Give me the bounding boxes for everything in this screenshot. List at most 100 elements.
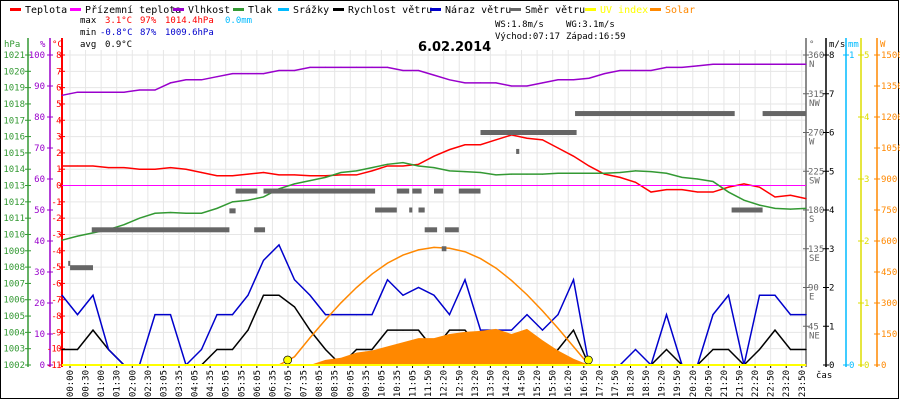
- wind-direction-segment: [396, 188, 410, 194]
- series-2: [61, 63, 807, 97]
- data-point: [231, 73, 234, 75]
- x-tick-label: 03:35: [175, 370, 185, 397]
- x-tick-label: 09:35: [362, 370, 372, 397]
- legend-label: Náraz větru: [445, 4, 511, 16]
- data-point: [526, 85, 528, 87]
- x-tick-label: 04:05: [191, 370, 201, 397]
- axis-tick-label: 300: [881, 299, 897, 309]
- data-point: [464, 329, 466, 331]
- x-tick-label: 05:05: [222, 370, 232, 397]
- axis-tick-label: 8: [829, 51, 834, 61]
- x-tick-label: 06:35: [268, 370, 278, 397]
- data-point: [696, 178, 699, 180]
- x-tick-label: 17:50: [611, 370, 621, 397]
- x-tick-label: 16:20: [564, 370, 574, 397]
- data-point: [789, 208, 792, 210]
- data-point: [231, 348, 234, 351]
- axis-tick-label: 20: [34, 299, 45, 309]
- axis-tick-label: -4: [51, 247, 61, 257]
- data-point: [169, 82, 172, 84]
- axis-tick-label: 600: [881, 237, 897, 247]
- x-tick-label: 12:50: [455, 370, 465, 397]
- legend-swatch: [173, 8, 184, 11]
- axis-tick-label: 1006: [3, 296, 25, 306]
- wind-direction-segment: [424, 227, 438, 233]
- data-point: [402, 294, 404, 296]
- data-point: [758, 63, 761, 65]
- sun-marker-icon: [584, 355, 593, 365]
- data-point: [619, 69, 621, 72]
- data-point: [665, 172, 668, 174]
- data-point: [805, 197, 807, 200]
- wind-direction-segment: [68, 260, 71, 266]
- axis-tick-label: -6: [51, 279, 61, 289]
- data-point: [433, 155, 435, 157]
- data-point: [510, 85, 513, 87]
- wind-direction-segment: [375, 207, 397, 213]
- data-point: [464, 171, 466, 173]
- data-point: [433, 166, 435, 169]
- axis-tick-label: -3: [51, 230, 61, 240]
- axis-tick-label: 450: [881, 268, 897, 278]
- data-point: [774, 294, 776, 296]
- x-tick-label: 11:50: [424, 370, 434, 397]
- max-temp: 3.1°C: [105, 16, 132, 26]
- data-point: [479, 329, 482, 331]
- axis-tick-label: 0: [849, 361, 854, 371]
- data-point: [603, 73, 606, 75]
- axis-tick-label: 0: [829, 361, 834, 371]
- x-tick-label: 04:35: [206, 370, 216, 397]
- axis-tick-label: 3: [56, 133, 61, 143]
- x-tick-label: 19:20: [658, 370, 668, 397]
- legend-item: Srážky: [278, 4, 329, 16]
- wind-gust-max: WG:3.1m/s: [566, 20, 615, 30]
- legend-label: UV index: [600, 5, 648, 16]
- data-point: [61, 348, 63, 351]
- data-point: [340, 66, 342, 68]
- data-point: [495, 82, 497, 84]
- data-point: [402, 165, 404, 167]
- data-point: [293, 183, 296, 185]
- x-tick-label: 23:20: [782, 370, 792, 397]
- data-point: [123, 224, 125, 226]
- data-point: [743, 63, 745, 65]
- axis-tick-label: 70: [34, 144, 45, 154]
- stats-panel: max 3.1°C 97% 1014.4hPa 0.0mm min -0.8°C…: [80, 16, 626, 50]
- data-point: [76, 235, 79, 237]
- axis-tick-label: 1008: [3, 263, 25, 273]
- data-point: [712, 348, 714, 351]
- data-point: [789, 314, 792, 316]
- data-point: [557, 327, 559, 329]
- legend-item: Teplota: [10, 5, 67, 16]
- data-point: [805, 207, 807, 209]
- sunrise: Východ:07:17: [495, 32, 560, 42]
- data-point: [340, 174, 342, 176]
- data-point: [200, 79, 203, 81]
- axis-tick-label: 1021: [3, 51, 25, 61]
- data-point: [355, 170, 358, 172]
- compass-label: N: [809, 60, 814, 70]
- data-point: [417, 286, 420, 289]
- data-point: [386, 163, 389, 165]
- data-point: [510, 279, 513, 282]
- data-point: [805, 63, 807, 65]
- data-point: [138, 89, 141, 91]
- x-tick-label: 22:50: [767, 370, 777, 397]
- data-point: [448, 149, 451, 151]
- wind-axis-unit: m/s: [829, 40, 845, 50]
- x-tick-label: 21:20: [720, 370, 730, 397]
- data-point: [216, 76, 218, 78]
- axis-tick-label: 1020: [3, 67, 25, 77]
- axis-tick-label: 1050: [881, 144, 900, 154]
- axis-tick-label: 2: [864, 237, 869, 247]
- data-point: [805, 314, 807, 316]
- x-tick-label: 15:20: [533, 370, 543, 397]
- data-point: [371, 66, 373, 68]
- legend-label: Přízemní teplota: [85, 4, 181, 16]
- axis-tick-label: 0: [40, 361, 45, 371]
- data-point: [758, 348, 761, 351]
- data-point: [696, 191, 699, 193]
- data-point: [138, 217, 141, 219]
- axis-tick-label: 5: [829, 167, 834, 177]
